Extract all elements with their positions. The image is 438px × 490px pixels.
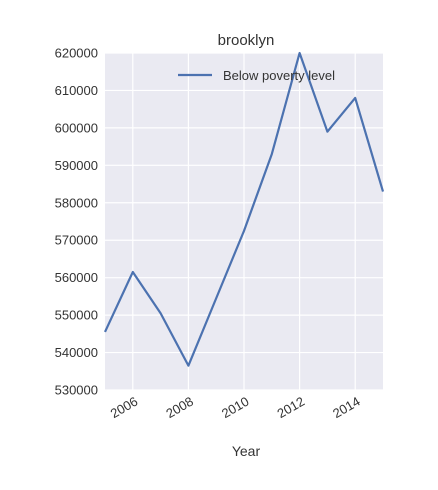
x-tick-label-2006: 2006 bbox=[108, 394, 141, 421]
series-line-below-poverty-level bbox=[104, 51, 385, 367]
grid-lines bbox=[105, 52, 383, 391]
y-tick-label-570000: 570000 bbox=[55, 233, 98, 248]
y-tick-label-610000: 610000 bbox=[55, 83, 98, 98]
y-tick-label-600000: 600000 bbox=[55, 120, 98, 135]
legend-label-below-poverty-level: Below poverty level bbox=[223, 68, 335, 83]
chart-title: brooklyn bbox=[218, 32, 275, 49]
y-tick-label-540000: 540000 bbox=[55, 345, 98, 360]
series-layer bbox=[104, 51, 385, 367]
x-tick-label-2010: 2010 bbox=[219, 394, 252, 421]
y-tick-label-560000: 560000 bbox=[55, 270, 98, 285]
x-tick-label-2014: 2014 bbox=[330, 394, 363, 421]
y-tick-label-590000: 590000 bbox=[55, 158, 98, 173]
x-axis-title: Year bbox=[232, 443, 261, 459]
legend: Below poverty level bbox=[178, 68, 335, 83]
y-tick-label-580000: 580000 bbox=[55, 195, 98, 210]
x-tick-label-2012: 2012 bbox=[275, 394, 308, 421]
x-axis-ticks: 2006 2008 2010 2012 2014 bbox=[108, 394, 363, 421]
y-axis-ticks: 530000 540000 550000 560000 570000 580000 5900… bbox=[55, 46, 98, 398]
y-tick-label-550000: 550000 bbox=[55, 308, 98, 323]
y-tick-label-620000: 620000 bbox=[55, 46, 98, 61]
y-tick-label-530000: 530000 bbox=[55, 383, 98, 398]
x-tick-label-2008: 2008 bbox=[163, 394, 196, 421]
